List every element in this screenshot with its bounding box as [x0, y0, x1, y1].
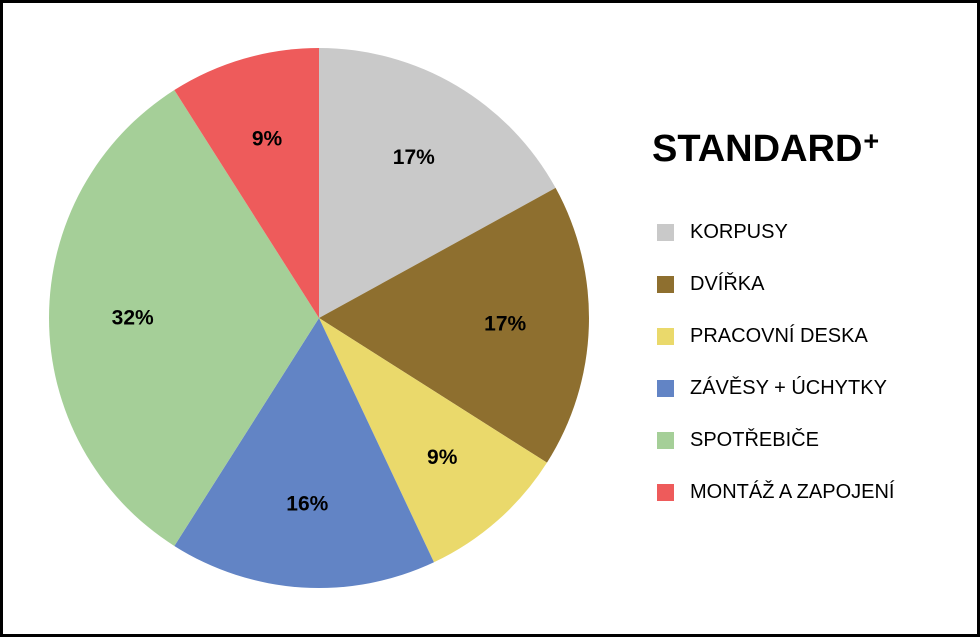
legend-swatch — [657, 431, 674, 449]
legend-item: DVÍŘKA — [657, 272, 894, 295]
legend-swatch — [657, 379, 674, 397]
legend-item: SPOTŘEBIČE — [657, 428, 894, 451]
pie-slice-percent-label: 9% — [427, 446, 458, 469]
pie-slice-percent-label: 16% — [286, 492, 328, 515]
pie-slice-5 — [49, 90, 320, 546]
pie-slice-2 — [319, 187, 589, 463]
legend-label: MONTÁŽ A ZAPOJENÍ — [690, 480, 895, 503]
legend-swatch — [657, 327, 674, 345]
legend-label: SPOTŘEBIČE — [690, 428, 819, 451]
chart-title: STANDARD+ — [652, 126, 880, 171]
legend-swatch — [657, 483, 674, 501]
chart-title-text: STANDARD — [652, 128, 863, 170]
pie-slice-3 — [319, 318, 547, 563]
legend-item: ZÁVĚSY + ÚCHYTKY — [657, 376, 894, 399]
pie-slice-4 — [174, 318, 434, 588]
pie-slice-1 — [319, 48, 556, 318]
legend-label: KORPUSY — [690, 220, 788, 243]
legend-item: PRACOVNÍ DESKA — [657, 324, 894, 347]
legend-swatch — [657, 223, 674, 241]
legend: KORPUSY DVÍŘKA PRACOVNÍ DESKA ZÁVĚSY + ÚCHY… — [657, 220, 895, 534]
pie-slice-percent-label: 32% — [112, 307, 154, 330]
pie-slice-percent-label: 17% — [484, 312, 526, 335]
legend-item: KORPUSY — [657, 220, 894, 243]
chart-title-superscript: + — [863, 126, 880, 156]
legend-swatch — [657, 275, 674, 293]
pie-slice-6 — [174, 48, 319, 318]
pie-slice-percent-label: 17% — [393, 146, 435, 169]
legend-label: ZÁVĚSY + ÚCHYTKY — [690, 376, 887, 399]
legend-label: PRACOVNÍ DESKA — [690, 324, 868, 347]
legend-label: DVÍŘKA — [690, 272, 765, 295]
legend-item: MONTÁŽ A ZAPOJENÍ — [657, 480, 895, 503]
pie-slice-percent-label: 9% — [252, 128, 283, 151]
